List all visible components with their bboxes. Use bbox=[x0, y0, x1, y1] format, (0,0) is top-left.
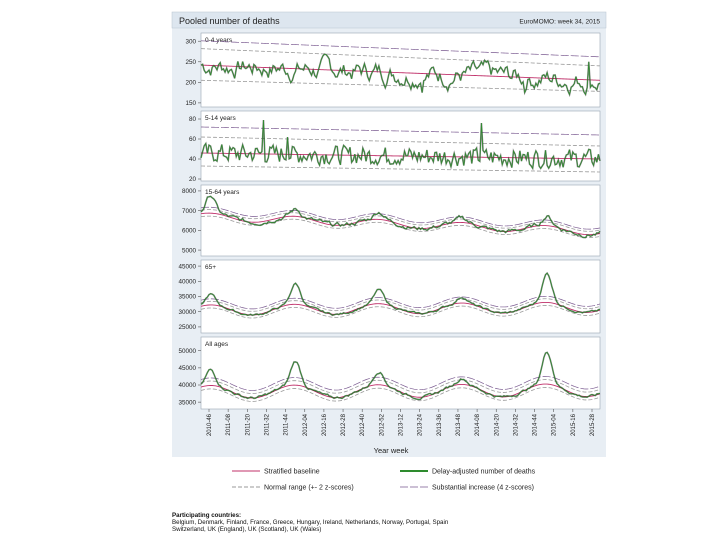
x-tick-label: 2014-20 bbox=[494, 413, 500, 436]
x-tick-label: 2012-52 bbox=[379, 413, 385, 436]
x-tick-label: 2014-08 bbox=[475, 413, 481, 436]
y-tick-label: 250 bbox=[185, 59, 196, 66]
normal-range-upper bbox=[200, 209, 601, 232]
panel-frame bbox=[200, 110, 601, 182]
normal-range-lower bbox=[200, 305, 601, 319]
x-tick-label: 2015-04 bbox=[552, 413, 558, 436]
x-axis-label: Year week bbox=[374, 446, 409, 455]
x-axis: 2010-46 2011-08 2011-20 2011-32 2011-44 2012-… bbox=[207, 409, 596, 436]
substantial-increase-line bbox=[200, 40, 601, 58]
panel-frame bbox=[200, 184, 601, 257]
normal-range-upper bbox=[200, 48, 601, 67]
x-tick-label: 2010-46 bbox=[207, 413, 213, 436]
panel-frame bbox=[200, 336, 601, 410]
panel-frame bbox=[200, 32, 601, 108]
y-tick-label: 8000 bbox=[182, 188, 197, 195]
panel-1: 300 250 200 150 0-4 years bbox=[185, 32, 601, 108]
x-tick-label: 2015-16 bbox=[571, 413, 577, 436]
normal-range-lower bbox=[200, 165, 601, 173]
legend-label-observed: Delay-adjusted number of deaths bbox=[432, 469, 536, 476]
y-tick-label: 25000 bbox=[178, 324, 196, 331]
y-tick-label: 35000 bbox=[178, 294, 196, 301]
y-tick-label: 6000 bbox=[182, 228, 197, 235]
delay-adjusted-deaths-line bbox=[200, 272, 601, 316]
panel-2: 80 60 40 20 5-14 years bbox=[189, 110, 601, 183]
legend-label-baseline: Stratified baseline bbox=[264, 469, 320, 476]
x-tick-label: 2015-28 bbox=[590, 413, 596, 436]
y-tick-label: 5000 bbox=[182, 247, 197, 254]
x-tick-label: 2011-08 bbox=[226, 413, 232, 435]
y-tick-label: 40000 bbox=[178, 382, 196, 389]
footer-countries-line1: Belgium, Denmark, Finland, France, Greec… bbox=[172, 519, 449, 526]
normal-range-upper bbox=[200, 298, 601, 312]
chart-source: EuroMOMO: week 34, 2015 bbox=[519, 19, 600, 26]
normal-range-lower bbox=[200, 79, 601, 92]
x-tick-label: 2012-40 bbox=[360, 413, 366, 436]
panel-label: 15-64 years bbox=[205, 189, 240, 196]
x-tick-label: 2012-28 bbox=[341, 413, 347, 436]
substantial-increase-line bbox=[200, 295, 601, 310]
x-tick-label: 2011-32 bbox=[264, 413, 270, 435]
y-tick-label: 60 bbox=[189, 136, 197, 143]
legend-label-substantial: Substantial increase (4 z-scores) bbox=[432, 485, 534, 492]
substantial-increase-line bbox=[200, 206, 601, 230]
normal-range-upper bbox=[200, 136, 601, 147]
legend-label-normal_range: Normal range (+- 2 z-scores) bbox=[264, 485, 354, 492]
x-tick-label: 2013-36 bbox=[437, 413, 443, 436]
y-tick-label: 30000 bbox=[178, 309, 196, 316]
footer-heading: Participating countries: bbox=[172, 512, 242, 519]
chart-title: Pooled number of deaths bbox=[179, 16, 280, 26]
panel-label: 65+ bbox=[205, 264, 216, 271]
x-tick-label: 2014-32 bbox=[513, 413, 519, 436]
y-tick-label: 35000 bbox=[178, 399, 196, 406]
normal-range-lower bbox=[200, 387, 601, 402]
panel-label: All ages bbox=[205, 341, 229, 348]
delay-adjusted-deaths-line bbox=[200, 53, 601, 96]
y-tick-label: 20 bbox=[189, 176, 197, 183]
x-tick-label: 2011-20 bbox=[245, 413, 251, 435]
stratified-baseline-line bbox=[200, 212, 601, 236]
x-tick-label: 2011-44 bbox=[284, 413, 290, 435]
substantial-increase-line bbox=[200, 376, 601, 391]
panel-4: 45000 40000 35000 30000 25000 65+ bbox=[178, 259, 601, 334]
y-tick-label: 7000 bbox=[182, 208, 197, 215]
x-tick-label: 2014-44 bbox=[533, 413, 539, 436]
y-tick-label: 200 bbox=[185, 80, 196, 87]
x-tick-label: 2012-16 bbox=[322, 413, 328, 436]
y-tick-label: 40 bbox=[189, 156, 197, 163]
normal-range-upper bbox=[200, 379, 601, 394]
legend: Stratified baseline Delay-adjusted number… bbox=[232, 469, 536, 492]
y-tick-label: 50000 bbox=[178, 348, 196, 355]
x-tick-label: 2012-04 bbox=[303, 413, 309, 436]
panel-5: 50000 45000 40000 35000 All ages bbox=[178, 336, 601, 410]
delay-adjusted-deaths-line bbox=[200, 351, 601, 400]
delay-adjusted-deaths-line bbox=[200, 195, 601, 238]
delay-adjusted-deaths-line bbox=[200, 119, 601, 170]
substantial-increase-line bbox=[200, 126, 601, 136]
y-tick-label: 45000 bbox=[178, 263, 196, 270]
x-tick-label: 2013-48 bbox=[456, 413, 462, 436]
panel-label: 0-4 years bbox=[205, 37, 233, 44]
y-tick-label: 300 bbox=[185, 38, 196, 45]
y-tick-label: 150 bbox=[185, 100, 196, 107]
panel-frame bbox=[200, 259, 601, 334]
panel-3: 8000 7000 6000 5000 15-64 years bbox=[182, 184, 601, 257]
x-tick-label: 2013-12 bbox=[399, 413, 405, 436]
footer: Participating countries: Belgium, Denmar… bbox=[172, 512, 448, 533]
header-bar bbox=[171, 11, 607, 29]
footer-countries-line2: Switzerland, UK (England), UK (Scotland)… bbox=[172, 526, 322, 533]
y-tick-label: 40000 bbox=[178, 278, 196, 285]
stratified-baseline-line bbox=[200, 64, 601, 81]
panel-label: 5-14 years bbox=[205, 115, 236, 122]
y-tick-label: 80 bbox=[189, 116, 197, 123]
y-tick-label: 45000 bbox=[178, 365, 196, 372]
x-tick-label: 2013-24 bbox=[418, 413, 424, 436]
